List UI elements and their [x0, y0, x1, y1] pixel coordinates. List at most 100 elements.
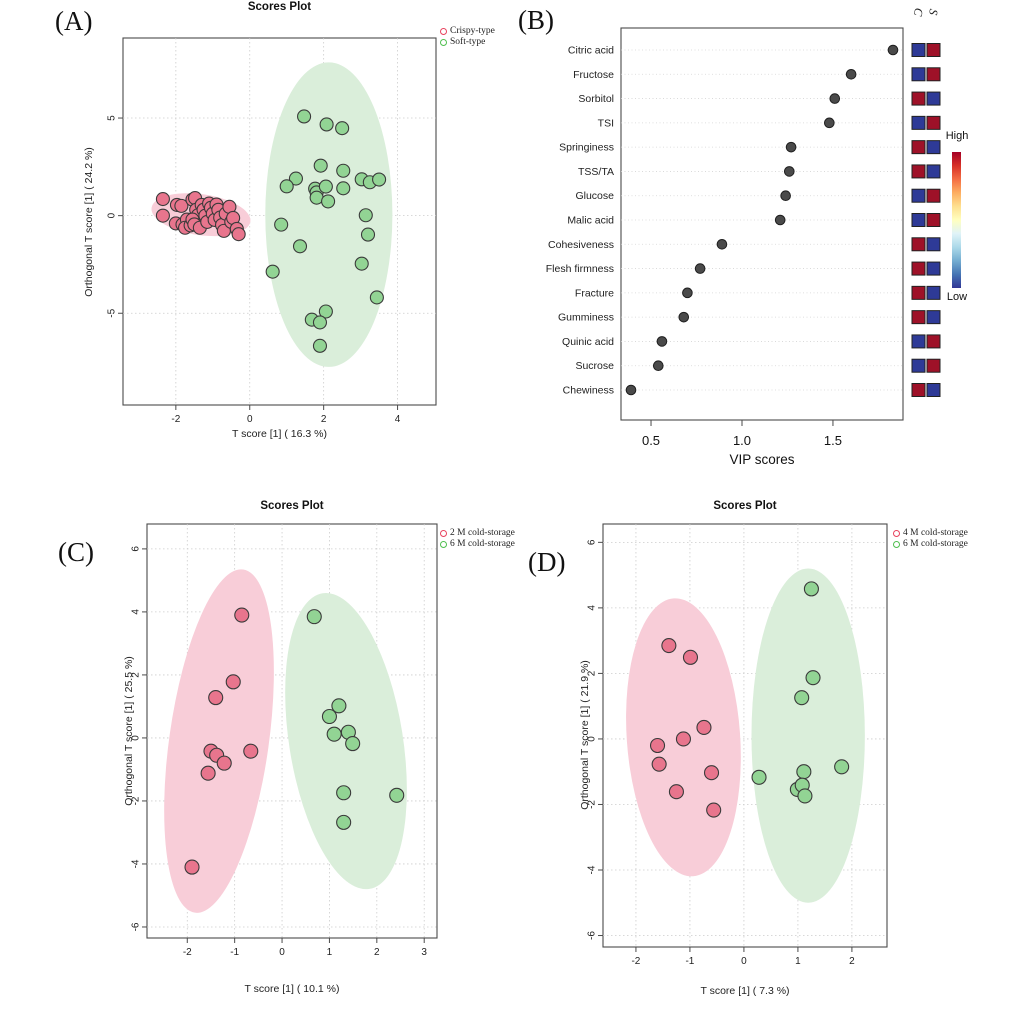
- data-point: [243, 743, 259, 759]
- data-point: [345, 736, 361, 752]
- panel-a-legend: Crispy-type Soft-type: [440, 26, 495, 47]
- data-point: [803, 581, 819, 597]
- data-point: [706, 802, 722, 818]
- vip-category-label: Fructose: [573, 69, 614, 81]
- heatmap-cell: [911, 285, 926, 300]
- y-tick-label: 5: [107, 115, 118, 121]
- y-tick-label: -6: [131, 922, 142, 931]
- panel-a-letter: (A): [55, 6, 93, 36]
- data-point: [336, 785, 352, 801]
- data-point: [313, 158, 328, 173]
- legend-label: Crispy-type: [450, 26, 495, 36]
- legend-item: Soft-type: [440, 37, 495, 47]
- y-tick-label: 0: [587, 736, 598, 742]
- data-point: [174, 198, 189, 213]
- vip-dot: [652, 360, 664, 372]
- vip-dot: [716, 238, 728, 250]
- heatmap-cell: [926, 237, 941, 252]
- data-point: [372, 172, 387, 187]
- legend-item: Crispy-type: [440, 26, 495, 36]
- heatmap-cell: [926, 383, 941, 397]
- data-point: [751, 769, 767, 785]
- vip-category-label: Fracture: [575, 287, 614, 299]
- panel-d-x-axis-label: T score [1] ( 7.3 %): [700, 985, 790, 997]
- data-point: [326, 726, 342, 742]
- vip-category-label: Sucrose: [575, 360, 614, 372]
- legend-marker-icon: [440, 529, 447, 537]
- confidence-ellipse: [751, 568, 865, 903]
- vip-dot: [678, 311, 690, 323]
- vip-dot: [774, 214, 786, 226]
- legend-marker-icon: [893, 540, 900, 548]
- data-point: [200, 765, 216, 781]
- vip-category-label: TSI: [598, 117, 614, 129]
- data-point: [651, 756, 667, 772]
- x-tick-label: 0: [247, 414, 253, 425]
- colorbar-gradient: [952, 152, 961, 288]
- data-point: [225, 674, 241, 690]
- panel-c-y-axis-label: Orthogonal T score [1] ( 25.5 %): [123, 656, 135, 806]
- panel-d-title: Scores Plot: [713, 500, 777, 512]
- y-tick-label: 0: [107, 212, 118, 218]
- data-point: [794, 690, 810, 706]
- heatmap-cell: [926, 310, 941, 325]
- y-tick-label: -4: [587, 865, 598, 874]
- data-point: [696, 719, 712, 736]
- colorbar-low-label: Low: [946, 291, 968, 303]
- heatmap-cell: [911, 383, 926, 397]
- x-tick-label: 2: [321, 414, 327, 425]
- heatmap-cell: [926, 43, 941, 57]
- data-point: [331, 698, 347, 714]
- heatmap-cell: [926, 261, 941, 276]
- data-point: [265, 264, 280, 279]
- data-point: [703, 765, 720, 781]
- colorbar-high-label: High: [945, 130, 969, 142]
- x-tick-label: 3: [421, 947, 427, 958]
- heatmap-cell: [911, 261, 926, 276]
- legend-item: 6 M cold-storage: [893, 539, 968, 549]
- y-tick-label: -2: [131, 796, 142, 805]
- y-tick-label: 4: [587, 605, 598, 611]
- panel-c-letter: (C): [58, 537, 94, 567]
- legend-item: 2 M cold-storage: [440, 528, 515, 538]
- panel-b-letter: (B): [518, 5, 554, 35]
- panel-d-y-axis-label: Orthogonal T score [1] ( 21.9 %): [579, 660, 591, 810]
- y-tick-label: 6: [587, 539, 598, 545]
- confidence-ellipse: [164, 569, 274, 913]
- data-point: [336, 814, 352, 830]
- data-point: [234, 607, 250, 623]
- heatmap-column-header: S: [926, 8, 941, 16]
- panel-a-title: Scores Plot: [247, 1, 312, 13]
- data-point: [231, 227, 246, 242]
- data-point: [661, 638, 677, 654]
- vip-category-label: Citric acid: [568, 45, 614, 57]
- vip-category-label: Malic acid: [567, 215, 614, 227]
- vip-dot: [785, 141, 797, 153]
- heatmap-cell: [911, 334, 926, 349]
- data-point: [668, 784, 684, 800]
- vip-dot: [780, 190, 791, 202]
- data-point: [360, 227, 376, 242]
- vip-dot: [656, 336, 668, 347]
- vip-category-label: Sorbitol: [578, 93, 614, 105]
- panel-a-x-axis-label: T score [1] ( 16.3 %): [232, 428, 327, 440]
- heatmap-cell: [911, 358, 926, 373]
- heatmap-cell: [926, 358, 941, 373]
- data-point: [369, 290, 384, 305]
- panel-c-legend: 2 M cold-storage 6 M cold-storage: [440, 528, 515, 549]
- heatmap-cell: [926, 91, 941, 106]
- data-point: [318, 179, 333, 194]
- data-point: [797, 788, 813, 804]
- heatmap-cell: [911, 67, 926, 82]
- data-point: [288, 171, 303, 186]
- heatmap-cell: [911, 164, 926, 179]
- legend-marker-icon: [893, 529, 900, 537]
- x-tick-label: 0.5: [642, 433, 660, 448]
- y-tick-label: -2: [587, 800, 598, 809]
- y-tick-label: -6: [587, 931, 598, 940]
- heatmap-cell: [911, 140, 926, 155]
- vip-category-label: Glucose: [575, 190, 614, 202]
- x-tick-label: 0: [741, 956, 747, 967]
- panel-c-scores-plot: -2 -1 0 1 2 3 6 4 2 0 -2 -4 -6 (C) Scores Plot Ortho…: [0, 495, 515, 1012]
- heatmap-cell: [911, 43, 926, 57]
